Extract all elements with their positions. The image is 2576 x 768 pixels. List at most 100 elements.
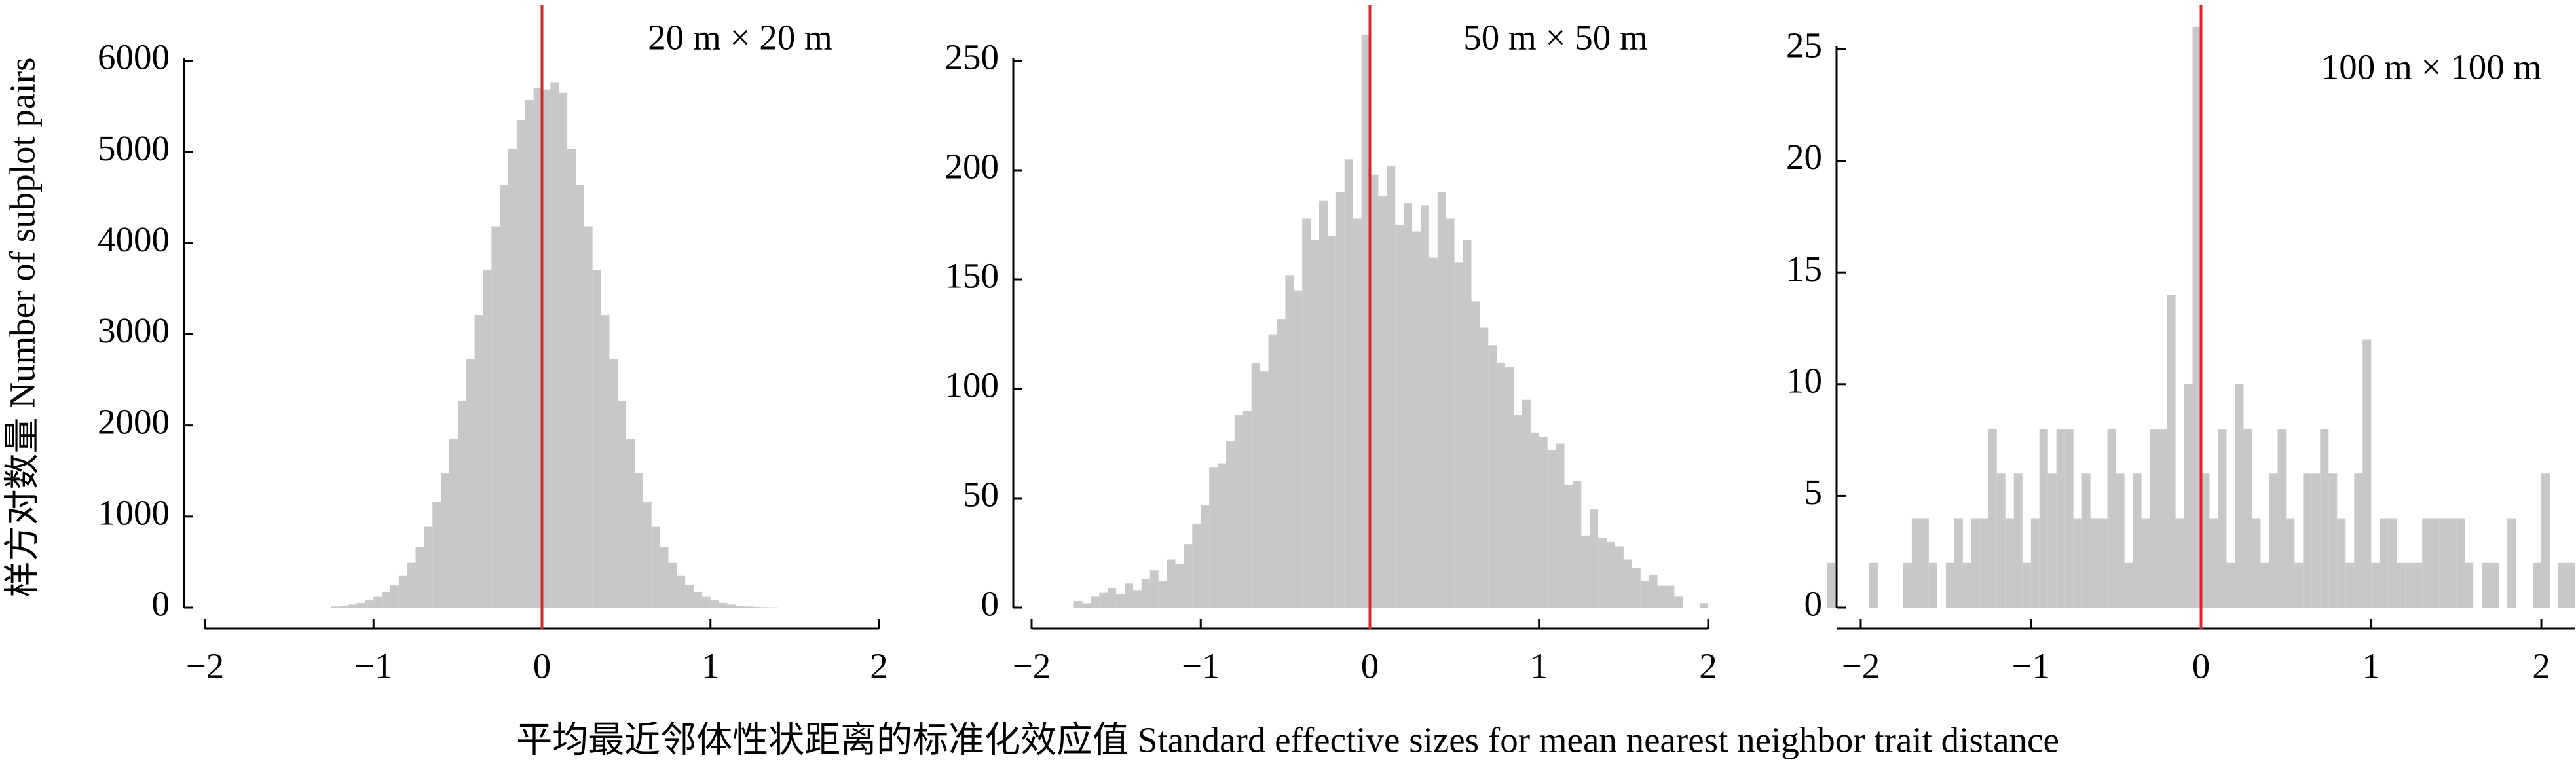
bar: [1505, 367, 1514, 608]
bar: [2277, 429, 2287, 608]
bar: [1564, 485, 1573, 608]
bar: [1091, 596, 1100, 608]
bar: [2064, 429, 2074, 608]
panel-title: 50 m × 50 m: [1463, 18, 1648, 58]
bar: [1335, 192, 1345, 608]
bar: [2090, 518, 2099, 608]
x-tick-label: −1: [354, 646, 393, 686]
bar: [559, 92, 568, 608]
bar: [677, 575, 686, 608]
bar: [2286, 518, 2295, 608]
bar: [348, 604, 357, 608]
bar: [1294, 290, 1303, 608]
bar: [1302, 218, 1311, 608]
bar: [1928, 562, 1937, 608]
y-tick-label: 15: [1786, 249, 1822, 289]
bar: [1260, 371, 1269, 608]
bar: [1649, 574, 1658, 608]
bar: [643, 502, 652, 608]
bar: [2124, 562, 2133, 608]
bar: [2507, 518, 2516, 608]
bar: [1573, 481, 1582, 608]
bar: [1480, 327, 1489, 608]
bar: [2056, 429, 2065, 608]
bar: [1234, 415, 1243, 608]
bar: [1370, 174, 1379, 608]
bar: [2022, 562, 2031, 608]
bar: [1988, 429, 1997, 608]
bar: [1184, 544, 1193, 608]
bar: [1387, 166, 1396, 608]
bar: [483, 270, 492, 608]
bar: [2158, 429, 2167, 608]
bar: [736, 606, 745, 608]
y-tick-label: 25: [1786, 26, 1822, 65]
x-tick-label: −2: [186, 646, 225, 686]
bar: [1277, 319, 1286, 608]
bar: [1530, 432, 1539, 608]
bar: [685, 585, 694, 608]
bar: [1911, 518, 1920, 608]
x-tick-label: 0: [2192, 646, 2211, 686]
bar: [1201, 505, 1210, 608]
y-tick-label: 200: [945, 147, 999, 187]
bar: [1192, 524, 1201, 608]
bar: [1657, 585, 1666, 608]
y-tick-label: 3000: [98, 310, 170, 350]
bar: [701, 596, 711, 608]
bar: [339, 606, 348, 608]
bar: [1454, 262, 1463, 608]
bar: [1420, 205, 1429, 608]
x-tick-label: 1: [701, 646, 720, 686]
bar: [710, 600, 719, 608]
bar: [542, 89, 551, 608]
y-tick-label: 150: [945, 256, 999, 296]
bar: [2209, 518, 2218, 608]
bar: [382, 591, 390, 608]
bar: [1488, 345, 1497, 608]
bar: [1167, 559, 1176, 608]
bar: [2431, 518, 2440, 608]
bar: [2081, 473, 2091, 608]
y-tick-label: 5000: [98, 128, 170, 168]
bar: [1581, 535, 1590, 608]
bar: [634, 473, 643, 608]
bar: [2362, 339, 2372, 608]
panel-title: 20 m × 20 m: [648, 18, 832, 58]
x-tick-label: −2: [1013, 646, 1051, 686]
bar: [753, 607, 761, 608]
bar: [331, 606, 340, 608]
bar: [2294, 562, 2304, 608]
bar: [1361, 34, 1370, 608]
bar: [2192, 26, 2201, 608]
bar: [373, 596, 383, 608]
bar: [2260, 562, 2269, 608]
bar: [2073, 518, 2082, 608]
bar: [2116, 473, 2125, 608]
bar: [1971, 518, 1980, 608]
bar: [2218, 429, 2227, 608]
bar: [407, 562, 416, 608]
bar: [2345, 562, 2355, 608]
bar: [2303, 473, 2312, 608]
bar: [760, 607, 770, 608]
bar: [2141, 518, 2150, 608]
bar: [2252, 518, 2261, 608]
bar: [575, 185, 584, 608]
bar: [2482, 562, 2491, 608]
bar: [1497, 362, 1506, 608]
bar: [1099, 592, 1108, 608]
bar: [626, 439, 635, 608]
bar: [2456, 518, 2465, 608]
bar: [2030, 518, 2040, 608]
bar: [466, 359, 475, 608]
bar: [2047, 473, 2057, 608]
bar: [2107, 429, 2116, 608]
bar: [1632, 568, 1641, 608]
bar: [1251, 362, 1260, 608]
bar: [356, 602, 365, 608]
bar: [1311, 240, 1320, 608]
bar: [1327, 236, 1336, 608]
bar: [365, 600, 374, 608]
x-tick-label: 0: [1361, 646, 1379, 686]
